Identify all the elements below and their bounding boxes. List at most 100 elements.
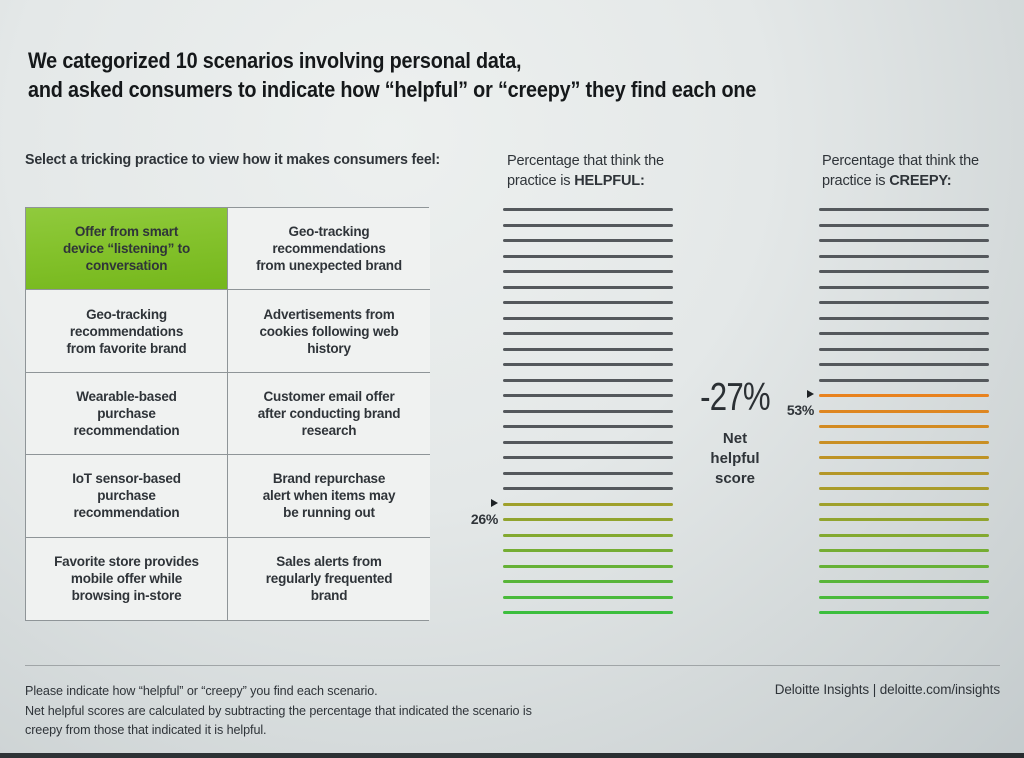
chart-line-helpful [503,409,673,413]
scenario-option-label: Geo-tracking recommendations from favori… [66,306,187,356]
creepy-marker-label: 53% [786,402,814,418]
chart-line-creepy [819,301,989,304]
helpful-marker: 26% [452,498,498,527]
chart-line-creepy [819,270,989,273]
chart-line-creepy [819,456,989,459]
marker-arrow-icon [807,390,814,398]
marker-arrow-icon [491,498,498,507]
chart-line-creepy [819,332,989,335]
chart-line-creepy [819,363,989,366]
net-score-value: -27% [700,376,770,419]
scenario-option-9[interactable]: Favorite store provides mobile offer whi… [26,537,228,620]
chart-line-creepy [819,208,989,211]
chart-line-creepy [819,580,989,583]
chart-line-helpful [503,285,673,289]
scenario-option-8[interactable]: Brand repurchase alert when items may be… [228,455,430,538]
chart-line-helpful [503,502,673,506]
chart-line-helpful [503,471,673,475]
scenario-option-label: Advertisements from cookies following we… [259,306,399,356]
source-attribution: Deloitte Insights | deloitte.com/insight… [774,682,1000,697]
chart-line-creepy [819,378,989,382]
chart-line-creepy [819,316,989,320]
footnote: Please indicate how “helpful” or “creepy… [25,683,532,737]
scenario-option-label: Wearable-based purchase recommendation [73,388,180,438]
chart-line-helpful [503,425,673,428]
chart-line-creepy [819,487,989,490]
scenario-option-10[interactable]: Sales alerts from regularly frequented b… [228,537,430,620]
footer-divider [25,665,1000,666]
chart-line-helpful [503,487,673,490]
chart-line-helpful [503,316,673,320]
scenario-option-label: Geo-tracking recommendations from unexpe… [256,224,402,274]
chart-line-helpful [503,270,673,273]
chart-line-creepy [819,425,989,428]
helpful-header-line2: practice is HELPFUL: [507,171,645,189]
chart-line-helpful [503,239,673,242]
chart-line-creepy [819,471,989,475]
chart-line-helpful [503,347,673,351]
scenario-option-label: Customer email offer after conducting br… [257,388,401,438]
chart-line-creepy [819,595,989,599]
helpful-marker-label: 26% [470,510,498,527]
scenario-option-5[interactable]: Wearable-based purchase recommendation [26,372,228,456]
chart-line-helpful [503,549,673,552]
scenario-option-3[interactable]: Geo-tracking recommendations from favori… [26,290,228,373]
creepy-chart-lines [819,208,989,614]
creepy-header-line2: practice is CREEPY: [822,171,952,189]
scenario-option-6[interactable]: Customer email offer after conducting br… [228,372,430,456]
creepy-marker: 53% [768,390,814,418]
scenario-option-2[interactable]: Geo-tracking recommendations from unexpe… [228,208,430,291]
scenario-option-4[interactable]: Advertisements from cookies following we… [228,290,430,373]
chart-line-creepy [819,533,989,537]
chart-line-helpful [503,223,673,227]
chart-line-creepy [819,502,989,506]
chart-line-helpful [503,332,673,335]
chart-line-helpful [503,254,673,258]
chart-line-helpful [503,611,673,614]
chart-line-creepy [819,518,989,521]
creepy-chart-header: Percentage that think the practice is CR… [822,151,979,190]
chart-line-creepy [819,239,989,242]
page-title: We categorized 10 scenarios involving pe… [28,48,757,102]
chart-line-helpful [503,301,673,304]
chart-line-helpful [503,518,673,521]
scenario-option-label: Brand repurchase alert when items may be… [262,471,396,521]
chart-line-creepy [819,223,989,227]
chart-line-creepy [819,564,989,568]
scenario-option-1[interactable]: Offer from smart device “listening” to c… [26,208,228,291]
chart-line-helpful [503,564,673,568]
chart-line-helpful [503,533,673,537]
scenario-option-label: Offer from smart device “listening” to c… [62,224,191,274]
bottom-accent-bar [0,753,1024,758]
chart-line-creepy [819,254,989,258]
chart-line-helpful [503,456,673,459]
chart-line-helpful [503,208,673,211]
chart-line-helpful [503,394,673,397]
scenario-option-7[interactable]: IoT sensor-based purchase recommendation [26,455,228,538]
chart-line-creepy [819,394,989,397]
chart-line-helpful [503,378,673,382]
chart-line-helpful [503,440,673,444]
scenario-grid: Offer from smart device “listening” to c… [25,207,430,621]
selector-label: Select a tricking practice to view how i… [25,151,440,168]
net-score-label: Net helpful score [710,430,760,487]
creepy-chart: 53% [787,208,989,614]
chart-line-creepy [819,549,989,552]
chart-line-creepy [819,409,989,413]
chart-line-creepy [819,611,989,614]
creepy-header-line1: Percentage that think the [822,152,979,169]
scenario-option-label: IoT sensor-based purchase recommendation [72,471,181,521]
chart-line-creepy [819,285,989,289]
helpful-chart: 26% [471,208,673,614]
scenario-option-label: Favorite store provides mobile offer whi… [54,554,199,604]
chart-line-helpful [503,580,673,583]
net-score-block: -27% Net helpful score [687,376,783,489]
helpful-chart-lines [503,208,673,614]
chart-line-helpful [503,595,673,599]
helpful-header-line1: Percentage that think the [507,152,664,169]
scenario-option-label: Sales alerts from regularly frequented b… [265,554,393,604]
chart-line-creepy [819,440,989,444]
helpful-chart-header: Percentage that think the practice is HE… [507,151,664,190]
chart-line-creepy [819,347,989,351]
